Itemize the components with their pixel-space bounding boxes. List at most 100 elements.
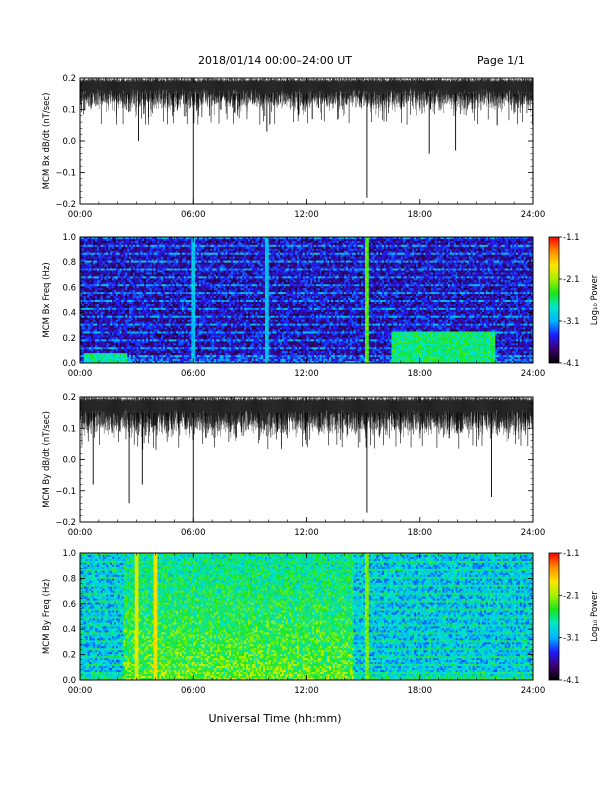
spectrogram-cell (369, 255, 371, 257)
spectrogram-cell (165, 245, 167, 247)
spectrogram-cell (308, 265, 310, 267)
spectrogram-cell (146, 259, 148, 261)
spectrogram-cell (176, 267, 178, 269)
spectrogram-cell (242, 243, 244, 245)
spectrogram-cell (297, 249, 299, 251)
spectrogram-cell (120, 267, 122, 269)
spectrogram-cell (327, 259, 329, 261)
spectrogram-cell (412, 247, 414, 249)
spectrogram-cell (486, 247, 488, 249)
spectrogram-cell (501, 269, 503, 271)
spectrogram-cell (378, 267, 380, 269)
spectrogram-cell (329, 247, 331, 249)
spectrogram-cell (359, 270, 361, 272)
spectrogram-cell (259, 239, 261, 241)
spectrogram-cell (220, 241, 222, 243)
spectrogram-cell (163, 247, 165, 249)
spectrogram-cell (450, 247, 452, 249)
spectrogram-cell (184, 247, 186, 249)
spectrogram-cell (82, 249, 84, 251)
spectrogram-cell (337, 269, 339, 271)
spectrogram-cell (214, 257, 216, 259)
spectrogram-cell (129, 249, 131, 251)
spectrogram-cell (508, 263, 510, 265)
spectrogram-cell (89, 249, 91, 251)
spectrogram-cell (403, 251, 405, 253)
spectrogram-cell (365, 270, 367, 272)
spectrogram-cell (476, 241, 478, 243)
spectrogram-cell (350, 267, 352, 269)
spectrogram-cell (354, 255, 356, 257)
spectrogram-cell (488, 247, 490, 249)
spectrogram-cell (486, 265, 488, 267)
spectrogram-cell (129, 243, 131, 245)
x-tick-label: 18:00 (408, 210, 433, 220)
spectrogram-cell (297, 259, 299, 261)
spectrogram-cell (290, 259, 292, 261)
spectrogram-cell (174, 270, 176, 272)
spectrogram-cell (391, 245, 393, 247)
spectrogram-cell (329, 239, 331, 241)
spectrogram-cell (103, 267, 105, 269)
spectrogram-cell (97, 265, 99, 267)
spectrogram-cell (441, 239, 443, 241)
spectrogram-cell (214, 269, 216, 271)
spectrogram-cell (182, 247, 184, 249)
spectrogram-cell (140, 253, 142, 255)
spectrogram-cell (405, 267, 407, 269)
spectrogram-cell (301, 263, 303, 265)
spectrogram-cell (114, 251, 116, 253)
spectrogram-cell (450, 257, 452, 259)
spectrogram-cell (150, 261, 152, 263)
spectrogram-cell (291, 253, 293, 255)
spectrogram-cell (180, 257, 182, 259)
spectrogram-cell (278, 255, 280, 257)
spectrogram-cell (373, 261, 375, 263)
spectrogram-cell (484, 249, 486, 251)
spectrogram-cell (206, 270, 208, 272)
spectrogram-cell (189, 245, 191, 247)
spectrogram-cell (108, 263, 110, 265)
spectrogram-cell (290, 257, 292, 259)
spectrogram-cell (348, 263, 350, 265)
spectrogram-cell (416, 259, 418, 261)
spectrogram-cell (467, 255, 469, 257)
spectrogram-cell (454, 253, 456, 255)
spectrogram-cell (463, 265, 465, 267)
spectrogram-cell (386, 255, 388, 257)
spectrogram-cell (271, 269, 273, 271)
spectrogram-cell (171, 249, 173, 251)
spectrogram-cell (352, 261, 354, 263)
spectrogram-cell (93, 249, 95, 251)
bx-timeseries-panel: 00:00 06:00 12:00 18:00 24:000.20.10.0−0.1−0… (42, 74, 545, 220)
spectrogram-cell (212, 263, 214, 265)
spectrogram-cell (510, 261, 512, 263)
spectrogram-cell (397, 263, 399, 265)
spectrogram-cell (201, 241, 203, 243)
spectrogram-cell (439, 241, 441, 243)
spectrogram-cell (284, 269, 286, 271)
spectrogram-cell (488, 263, 490, 265)
spectrogram-cell (373, 243, 375, 245)
spectrogram-cell (401, 249, 403, 251)
spectrogram-cell (327, 261, 329, 263)
spectrogram-cell (235, 245, 237, 247)
spectrogram-cell (323, 257, 325, 259)
spectrogram-cell (374, 253, 376, 255)
spectrogram-cell (350, 245, 352, 247)
spectrogram-cell (458, 241, 460, 243)
spectrogram-cell (365, 241, 367, 243)
spectrogram-cell (469, 247, 471, 249)
spectrogram-cell (367, 239, 369, 241)
spectrogram-cell (393, 249, 395, 251)
spectrogram-cell (431, 245, 433, 247)
spectrogram-cell (144, 249, 146, 251)
spectrogram-cell (125, 257, 127, 259)
spectrogram-cell (327, 270, 329, 272)
spectrogram-cell (135, 270, 137, 272)
spectrogram-cell (212, 269, 214, 271)
spectrogram-cell (235, 241, 237, 243)
spectrogram-cell (437, 261, 439, 263)
spectrogram-cell (295, 255, 297, 257)
spectrogram-cell (227, 251, 229, 253)
